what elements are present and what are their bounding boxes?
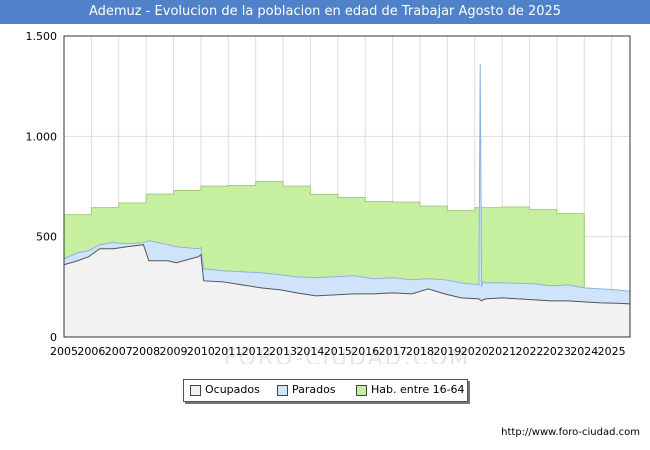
x-tick-label: 2021	[488, 345, 516, 358]
y-tick-label: 0	[50, 331, 57, 344]
x-tick-label: 2005	[50, 345, 78, 358]
series-line-parados	[63, 64, 631, 292]
legend-label-ocupados: Ocupados	[205, 383, 260, 396]
y-tick-label: 500	[36, 231, 57, 244]
series-line-ocupados	[63, 244, 631, 305]
x-tick-label: 2024	[570, 345, 598, 358]
x-tick-label: 2017	[379, 345, 407, 358]
x-tick-label: 2008	[132, 345, 160, 358]
x-tick-label: 2019	[433, 345, 461, 358]
x-tick-label: 2025	[598, 345, 626, 358]
x-tick-label: 2016	[351, 345, 379, 358]
watermark: FORO-CIUDAD.COM	[224, 346, 470, 364]
legend-swatch-hab	[356, 385, 367, 396]
x-tick-label: 2014	[296, 345, 324, 358]
series-line-hab-16-64	[64, 180, 630, 338]
x-tick-label: 2015	[324, 345, 352, 358]
x-tick-label: 2010	[187, 345, 215, 358]
x-tick-label: 2012	[242, 345, 270, 358]
legend-swatch-parados	[277, 385, 288, 396]
legend-label-hab: Hab. entre 16-64	[371, 383, 465, 396]
y-tick-label: 1.500	[26, 30, 58, 43]
chart-title: Ademuz - Evolucion de la poblacion en ed…	[0, 0, 650, 24]
x-tick-label: 2009	[160, 345, 188, 358]
x-tick-label: 2023	[543, 345, 571, 358]
legend-swatch-ocupados	[190, 385, 201, 396]
source-url: http://www.foro-ciudad.com	[501, 427, 640, 438]
x-tick-label: 2006	[77, 345, 105, 358]
plot-border	[63, 35, 631, 338]
series-area-ocupados	[64, 244, 630, 337]
x-tick-label: 2020	[461, 345, 489, 358]
x-tick-label: 2022	[516, 345, 544, 358]
x-tick-label: 2007	[105, 345, 133, 358]
legend-label-parados: Parados	[292, 383, 336, 396]
y-tick-label: 1.000	[26, 130, 58, 143]
x-tick-label: 2013	[269, 345, 297, 358]
x-tick-label: 2018	[406, 345, 434, 358]
x-tick-label: 2011	[214, 345, 242, 358]
chart-legend: Ocupados Parados Hab. entre 16-64	[183, 379, 468, 402]
